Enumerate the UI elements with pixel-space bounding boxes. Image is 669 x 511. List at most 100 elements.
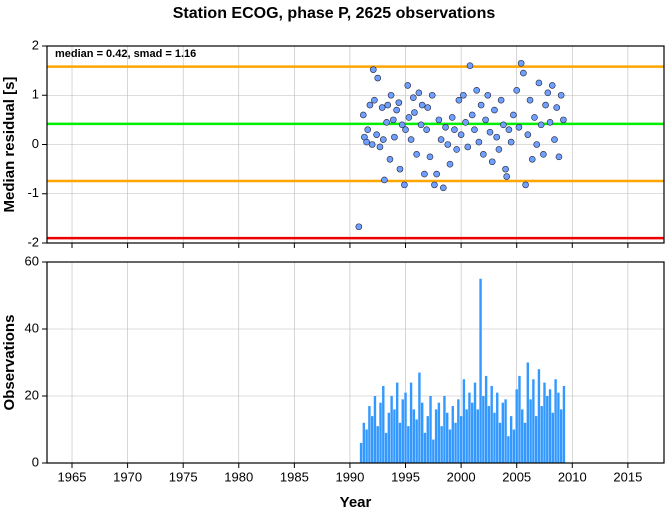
bar [440, 426, 443, 463]
point [520, 69, 527, 77]
x-tick-label: 2000 [447, 469, 476, 484]
point [442, 123, 449, 131]
bar [498, 422, 502, 463]
bar [382, 385, 385, 463]
bar [412, 409, 416, 463]
point [444, 141, 452, 148]
bar [434, 409, 438, 463]
bar [496, 392, 499, 463]
plot-frame [46, 45, 665, 244]
y-tick-label: 60 [25, 253, 39, 268]
point [404, 82, 412, 89]
bar [543, 382, 546, 463]
bar [362, 422, 366, 463]
bar [554, 379, 557, 463]
bar [523, 422, 527, 463]
x-tick-label: 1975 [169, 469, 198, 484]
bar [387, 412, 391, 463]
bar [529, 399, 532, 463]
bar [526, 362, 530, 463]
bar [471, 402, 474, 463]
bar [518, 375, 521, 463]
y-axis-label: Median residual [s] [1, 77, 18, 213]
point [401, 181, 408, 189]
y-tick-label: 1 [32, 87, 39, 102]
point [522, 181, 529, 189]
bar [384, 432, 388, 463]
point [391, 133, 398, 141]
x-tick-label: 1965 [58, 469, 87, 484]
bar [501, 402, 505, 463]
bar [401, 399, 404, 463]
bar [373, 396, 377, 463]
bar [515, 389, 518, 463]
point [482, 116, 489, 124]
point [396, 165, 404, 173]
annotation: median = 0.42, smad = 1.16 [55, 48, 196, 60]
x-tick-label: 1990 [335, 469, 364, 484]
point [542, 101, 549, 109]
y-tick-label: 20 [25, 387, 39, 402]
bar [484, 375, 488, 463]
bar [457, 399, 460, 463]
point [402, 126, 409, 134]
point [537, 121, 545, 129]
bar [504, 399, 507, 463]
bar [532, 379, 535, 463]
point [405, 114, 413, 121]
point [471, 126, 478, 134]
point [364, 126, 372, 134]
bar [432, 439, 435, 463]
point [421, 170, 428, 178]
bar [512, 429, 516, 463]
bar [493, 412, 496, 463]
y-axis-label: Observations [1, 315, 18, 411]
x-tick-label: 2010 [558, 469, 587, 484]
point [387, 91, 395, 99]
point [374, 74, 382, 82]
y-tick-label: -1 [27, 185, 39, 200]
bar [398, 422, 402, 463]
bar [437, 402, 441, 463]
point [446, 160, 454, 168]
x-tick-label: 1980 [224, 469, 253, 484]
point [426, 153, 434, 161]
point [507, 138, 515, 146]
point [510, 111, 517, 119]
bar [487, 406, 491, 463]
bar [557, 392, 560, 463]
bar [546, 396, 549, 463]
bar [462, 379, 466, 463]
point [395, 99, 403, 106]
y-tick-label: 2 [32, 37, 39, 52]
point [460, 91, 467, 99]
point [535, 79, 543, 87]
point [437, 136, 445, 143]
point [398, 121, 406, 129]
point [381, 176, 388, 184]
point [473, 87, 480, 94]
point [515, 123, 523, 131]
point [435, 116, 443, 124]
bar [359, 442, 363, 463]
point [431, 181, 438, 189]
point [448, 114, 456, 121]
point [462, 119, 469, 126]
point [369, 66, 377, 73]
bar [393, 409, 396, 463]
point [428, 91, 436, 99]
point [407, 136, 415, 143]
point [417, 121, 425, 129]
point [505, 126, 513, 134]
plot-frame [46, 261, 665, 464]
bar [451, 406, 454, 463]
point [502, 165, 509, 173]
x-tick-label: 2015 [613, 469, 642, 484]
bar [448, 429, 452, 463]
bar [476, 409, 479, 463]
point [451, 126, 458, 134]
point [383, 119, 390, 126]
point [495, 146, 503, 153]
bar [407, 426, 410, 463]
